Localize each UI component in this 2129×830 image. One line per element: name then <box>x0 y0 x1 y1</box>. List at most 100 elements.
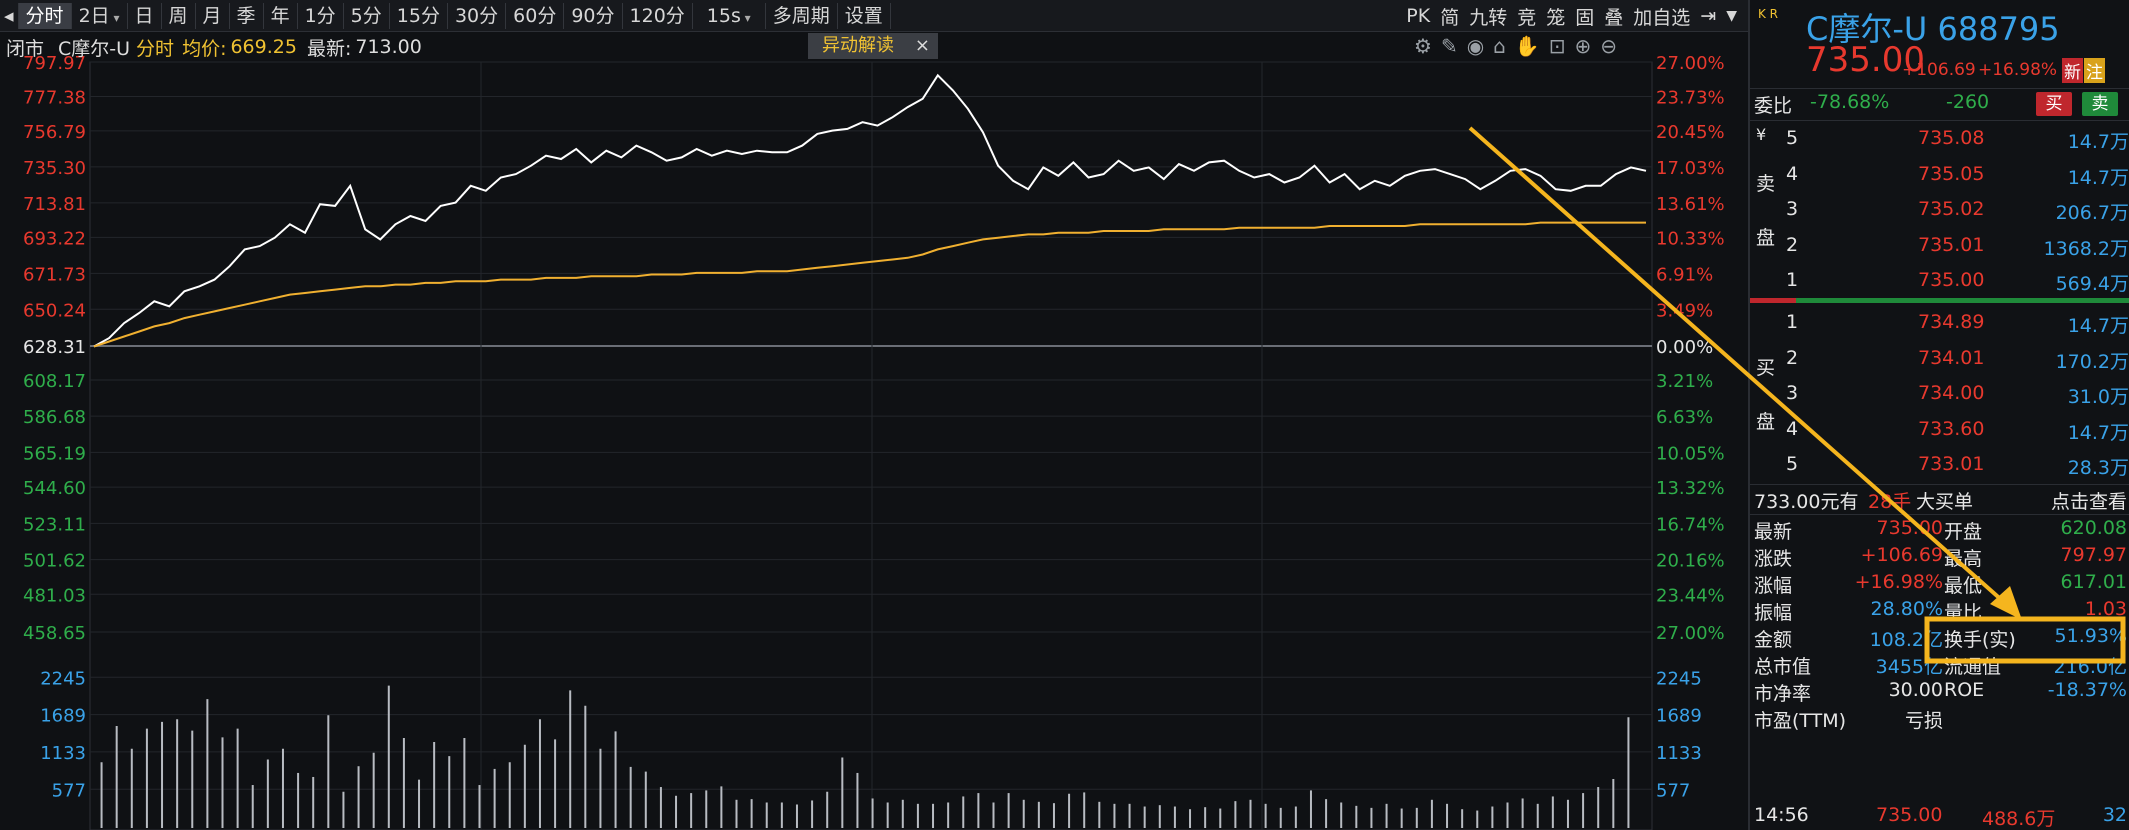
weibi-label: 委比 <box>1754 95 1793 117</box>
ask-row[interactable]: 5 735.08 14.7万 <box>1750 121 2129 156</box>
bid-price: 734.01 <box>1918 346 1985 369</box>
bid-row[interactable]: 2 734.01 170.2万 <box>1750 341 2129 376</box>
price-tick-label: 523.11 <box>23 514 86 535</box>
book-divider-red <box>1750 298 1796 303</box>
bid-row[interactable]: 1 734.89 14.7万 <box>1750 305 2129 340</box>
add-watchlist-button[interactable]: 加自选 <box>1633 6 1691 29</box>
ask-row[interactable]: 4 735.05 14.7万 <box>1750 157 2129 192</box>
eye-icon[interactable]: ◉ <box>1466 34 1485 58</box>
buy-button[interactable]: 买 <box>2036 92 2072 116</box>
price-tick-label: 777.38 <box>23 87 86 108</box>
stat-label: 金额 <box>1754 629 1793 651</box>
stat-label-2: 换手(实) <box>1944 629 2016 651</box>
price-tick-label: 565.19 <box>23 443 86 464</box>
period-tab-year[interactable]: 年 <box>264 2 298 29</box>
stat-row: 涨跌 +106.69 最高 797.97 <box>1750 542 2129 570</box>
volume-tick-label: 1689 <box>40 706 86 727</box>
pct-tick-label: 6.91% <box>1656 264 1713 285</box>
period-tab-month[interactable]: 月 <box>196 2 230 29</box>
pct-tick-label: 10.05% <box>1656 443 1725 464</box>
ask-price: 735.08 <box>1918 127 1985 149</box>
ask-level: 5 <box>1786 127 1799 149</box>
weibi-diff: -260 <box>1946 91 1990 113</box>
ask-volume: 206.7万 <box>2055 202 2129 224</box>
tick-amount: 488.6万 <box>1982 808 2056 830</box>
period-tab-60min[interactable]: 60分 <box>506 2 565 29</box>
period-tab-day[interactable]: 日 <box>128 2 162 29</box>
pk-button[interactable]: PK <box>1406 5 1431 27</box>
zoom-out-icon[interactable]: ⊖ <box>1600 34 1618 58</box>
bid-level: 3 <box>1786 382 1799 404</box>
bid-row[interactable]: 4 733.60 14.7万 <box>1750 412 2129 447</box>
period-tab-15min[interactable]: 15分 <box>390 2 448 29</box>
period-tab-30min[interactable]: 30分 <box>448 2 507 29</box>
big-order-link[interactable]: 点击查看 <box>2050 491 2127 513</box>
ask-price: 735.01 <box>1918 233 1985 256</box>
tick-row: 14:56 735.00 488.6万 32 <box>1750 802 2129 830</box>
multi-period-button[interactable]: 多周期 <box>766 2 838 29</box>
lock-icon[interactable]: ⊡ <box>1548 34 1566 58</box>
bid-volume: 14.7万 <box>2067 315 2129 337</box>
price-tick-label: 756.79 <box>23 122 86 143</box>
bid-row[interactable]: 5 733.01 28.3万 <box>1750 447 2129 482</box>
pct-tick-label: 27.00% <box>1656 53 1725 74</box>
period-tab-15s[interactable]: 15s <box>693 2 766 29</box>
period-tab-2day[interactable]: 2日 <box>72 2 128 29</box>
basket-icon[interactable]: ⌂ <box>1493 34 1506 58</box>
tick-price: 735.00 <box>1876 804 1943 826</box>
zoom-in-icon[interactable]: ⊕ <box>1574 34 1592 58</box>
price-tick-label: 628.31 <box>23 337 86 358</box>
period-toolbar: ◂ 分时 2日 日 周 月 季 年 1分 5分 15分 30分 60分 90分 … <box>0 0 1748 32</box>
settings-button[interactable]: 设置 <box>838 2 891 29</box>
panel-toggle-icon[interactable]: ◂ <box>0 2 19 29</box>
stat-label-2: ROE <box>1944 679 1985 701</box>
simple-button[interactable]: 简 <box>1440 6 1460 29</box>
sell-button[interactable]: 卖 <box>2082 92 2118 116</box>
ask-row[interactable]: 1 735.00 569.4万 <box>1750 263 2129 298</box>
stat-value: 735.00 <box>1876 517 1943 539</box>
intraday-chart[interactable]: 797.97 27.00% 777.38 23.73% 756.79 20.45% 735.… <box>0 0 1748 830</box>
stat-value-2: 797.97 <box>2060 544 2127 566</box>
bid-volume: 170.2万 <box>2055 350 2129 373</box>
chart-tools: ⚙ ✎ ◉ ⌂ ✋ ⊡ ⊕ ⊖ <box>1414 34 1617 58</box>
period-tab-week[interactable]: 周 <box>162 2 196 29</box>
more-dropdown-icon[interactable]: ▼ <box>1726 8 1737 24</box>
cage-button[interactable]: 笼 <box>1546 6 1566 29</box>
close-icon[interactable]: × <box>914 35 930 56</box>
bid-volume: 28.3万 <box>2067 457 2129 479</box>
ask-row[interactable]: 3 735.02 206.7万 <box>1750 192 2129 227</box>
pct-tick-label: 23.73% <box>1656 87 1725 108</box>
stat-value: +16.98% <box>1854 571 1943 593</box>
dock-right-icon[interactable]: ⇥ <box>1700 5 1717 27</box>
period-tab-120min[interactable]: 120分 <box>623 2 693 29</box>
ask-volume: 14.7万 <box>2067 166 2129 189</box>
bid-row[interactable]: 3 734.00 31.0万 <box>1750 376 2129 411</box>
period-tab-quarter[interactable]: 季 <box>230 2 264 29</box>
quote-change: +106.69 <box>1902 60 1976 80</box>
draw-pen-icon[interactable]: ✎ <box>1440 34 1458 58</box>
hand-icon[interactable]: ✋ <box>1514 34 1540 58</box>
period-tab-1min[interactable]: 1分 <box>298 2 344 29</box>
nine-turn-button[interactable]: 九转 <box>1469 6 1508 29</box>
fixed-button[interactable]: 固 <box>1575 6 1595 29</box>
price-tick-label: 586.68 <box>23 407 86 428</box>
anomaly-popup[interactable]: 异动解读 × <box>808 33 938 59</box>
avg-price-line <box>93 221 1646 348</box>
tick-vol: 32 <box>2102 804 2127 826</box>
bid-price: 734.89 <box>1918 311 1985 333</box>
ask-volume: 14.7万 <box>2067 131 2129 153</box>
pct-tick-label: 27.00% <box>1656 623 1725 644</box>
period-tab-5min[interactable]: 5分 <box>344 2 390 29</box>
pct-tick-label: 6.63% <box>1656 407 1713 428</box>
pct-tick-label: 0.00% <box>1656 337 1713 358</box>
settings-gear-icon[interactable]: ⚙ <box>1414 34 1432 58</box>
period-tab-90min[interactable]: 90分 <box>564 2 623 29</box>
period-tab-intraday[interactable]: 分时 <box>18 2 72 29</box>
bid-price: 734.00 <box>1918 382 1985 404</box>
market-status: 闭市 <box>6 37 45 60</box>
volume-tick-label: 1133 <box>40 743 86 764</box>
quote-price: 735.00 <box>1806 40 1925 80</box>
ask-row[interactable]: 2 735.01 1368.2万 <box>1750 228 2129 263</box>
auction-button[interactable]: 竞 <box>1517 6 1537 29</box>
overlay-button[interactable]: 叠 <box>1604 6 1624 29</box>
